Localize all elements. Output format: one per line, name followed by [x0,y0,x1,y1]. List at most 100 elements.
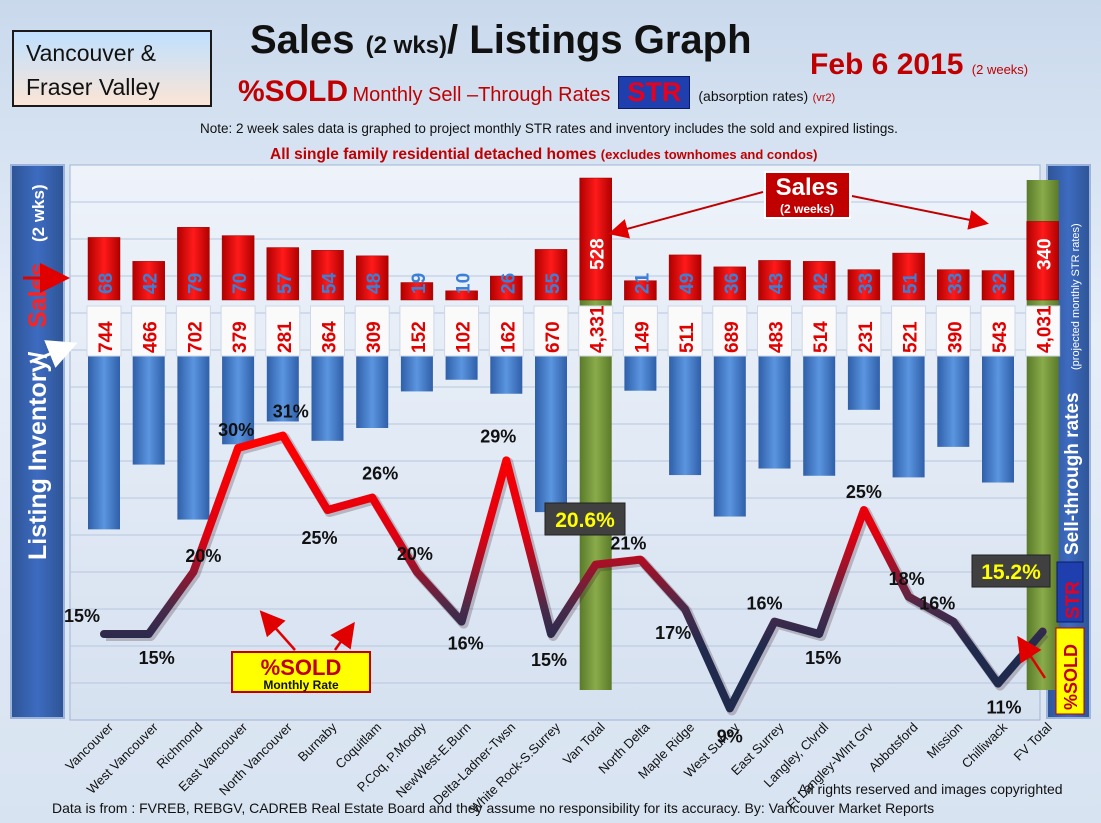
scope-exclusion: (excludes townhomes and condos) [600,147,818,162]
sales-bar-langley-clvrdl [802,261,836,301]
percent-label-coquitlam: 26% [362,464,398,484]
right-sold-group: %SOLD [1061,644,1081,710]
left-axis-title: Listing Inventory/ Sales (2 wks) [24,184,52,560]
left-axis-inventory: Listing Inventory/ [24,352,52,560]
sales-bar-chilliwack [981,270,1015,301]
sold-callout-arrow-left [259,610,296,651]
sold-callout-box [231,651,371,693]
inventory-label-box-coquitlam [354,305,390,357]
inventory-bar-ft-langley-wlnt-grv [847,356,880,410]
inventory-label-box-east-vancouver [220,305,256,357]
inventory-bar-east-surrey [758,356,791,469]
sales-label-mission: 33 [945,273,966,294]
category-label-fv-total: FV Total [1011,719,1055,763]
sales-bar-fv-total [1026,221,1059,301]
inventory-bar-west-vancouver [132,356,165,465]
inventory-label-langley-clvrdl: 514 [811,321,832,353]
percent-label-white-rock-s-surrey: 15% [531,650,567,670]
sales-bar-west-vancouver [132,261,165,301]
data-note: Note: 2 week sales data is graphed to pr… [200,121,898,136]
sales-callout-sub: (2 weeks) [780,202,834,216]
sales-label-maple-ridge: 49 [677,273,698,294]
sales-bar-richmond [177,227,210,301]
sales-callout-arrow-right [851,195,989,230]
inventory-bar-maple-ridge [669,356,702,476]
right-str-text: STR [1063,581,1084,619]
category-label-delta-ladner-twsn: Delta-Ladner-Twsn [430,720,518,808]
sales-bar-van-total [579,177,612,301]
sales-label-newwest-e-burn: 10 [454,273,475,294]
str-badge: STR [618,76,691,109]
fv-total-rate: 15.2% [981,561,1041,584]
right-str-badge [1056,561,1084,623]
inventory-label-north-delta: 149 [632,321,653,353]
inventory-label-east-surrey: 483 [767,321,788,353]
inventory-label-box-mission [935,305,971,357]
sales-bar-ft-langley-wlnt-grv [847,269,881,301]
left-axis-sales: Sales [24,263,52,328]
inventory-label-west-surrey: 689 [722,321,743,353]
inventory-label-vancouver: 744 [96,321,117,353]
inventory-label-burnaby: 364 [320,321,341,353]
percent-label-langley-clvrdl: 15% [805,648,841,668]
inventory-bar-abbotsford [892,356,925,478]
right-axis-projected-group: (projected monthly STR rates) [1070,223,1082,370]
percent-label-west-surrey: 9% [717,726,743,746]
sales-label-ft-langley-wlnt-grv: 33 [856,273,877,294]
inventory-label-box-richmond [175,305,211,357]
inventory-label-box-east-surrey [757,305,792,357]
category-label-abbotsford: Abbotsford [866,720,921,775]
inventory-label-newwest-e-burn: 102 [454,321,475,353]
monthly-label: Monthly Sell –Through Rates [352,84,611,106]
left-axis-panel [10,164,65,719]
category-label-burnaby: Burnaby [295,719,340,764]
sold-callout-sub: Monthly Rate [263,678,339,692]
inventory-bar-newwest-e-burn [445,356,478,380]
inventory-label-chilliwack: 543 [990,321,1011,353]
sales-label-chilliwack: 32 [990,273,1011,294]
footer-source: Data is from : FVREB, REBGV, CADREB Real… [52,800,935,816]
inventory-bar-west-surrey [713,356,746,517]
inventory-bar-chilliwack [982,356,1014,483]
percent-label-richmond: 20% [185,546,221,566]
sales-bar-coquitlam [355,255,389,301]
inventory-label-abbotsford: 521 [901,321,922,353]
sales-label-abbotsford: 51 [901,272,922,294]
category-label-mission: Mission [924,720,966,762]
right-axis-rates: Sell-through rates [1062,392,1083,555]
scope-note: All single family residential detached h… [270,146,817,164]
fv-total-arrow [1017,635,1047,679]
inventory-label-box-vancouver [86,305,122,357]
right-str-group: STR [1063,581,1084,619]
percent-label-newwest-e-burn: 16% [448,634,484,654]
sales-label-west-vancouver: 42 [141,273,162,294]
inventory-label-maple-ridge: 511 [677,322,698,353]
inventory-bar-langley-clvrdl [803,356,836,476]
category-label-chilliwack: Chilliwack [959,719,1011,771]
sales-bar-p-coq-p-moody [400,282,434,301]
sales-bar-east-surrey [758,260,791,301]
sales-bar-white-rock-s-surrey [534,249,568,301]
date-note: (2 weeks) [971,62,1029,77]
inventory-label-box-burnaby [310,305,345,357]
left-axis-period: (2 wks) [29,184,48,242]
percent-label-west-vancouver: 15% [139,648,175,668]
region-line-2: Fraser Valley [26,74,160,100]
inventory-bar-coquitlam [356,356,389,428]
percent-label-ft-langley-wlnt-grv: 25% [846,482,882,502]
inventory-label-ft-langley-wlnt-grv: 231 [856,321,877,353]
sold-label: %SOLD [238,75,349,108]
inventory-label-box-north-vancouver [265,305,301,357]
title-main: Sales [250,18,366,62]
inventory-label-fv-total: 4,031 [1035,305,1056,353]
sales-label-burnaby: 54 [320,272,341,294]
sales-bar-newwest-e-burn [445,290,478,301]
percent-label-chilliwack: 11% [986,698,1021,718]
inventory-label-coquitlam: 309 [364,321,385,353]
percent-label-burnaby: 25% [301,528,337,548]
percent-label-north-vancouver: 31% [273,402,309,422]
percent-label-east-surrey: 16% [746,594,782,614]
percent-label-east-vancouver: 30% [218,420,254,440]
sales-label-east-surrey: 43 [767,273,788,294]
inventory-label-box-langley-clvrdl [801,305,837,357]
